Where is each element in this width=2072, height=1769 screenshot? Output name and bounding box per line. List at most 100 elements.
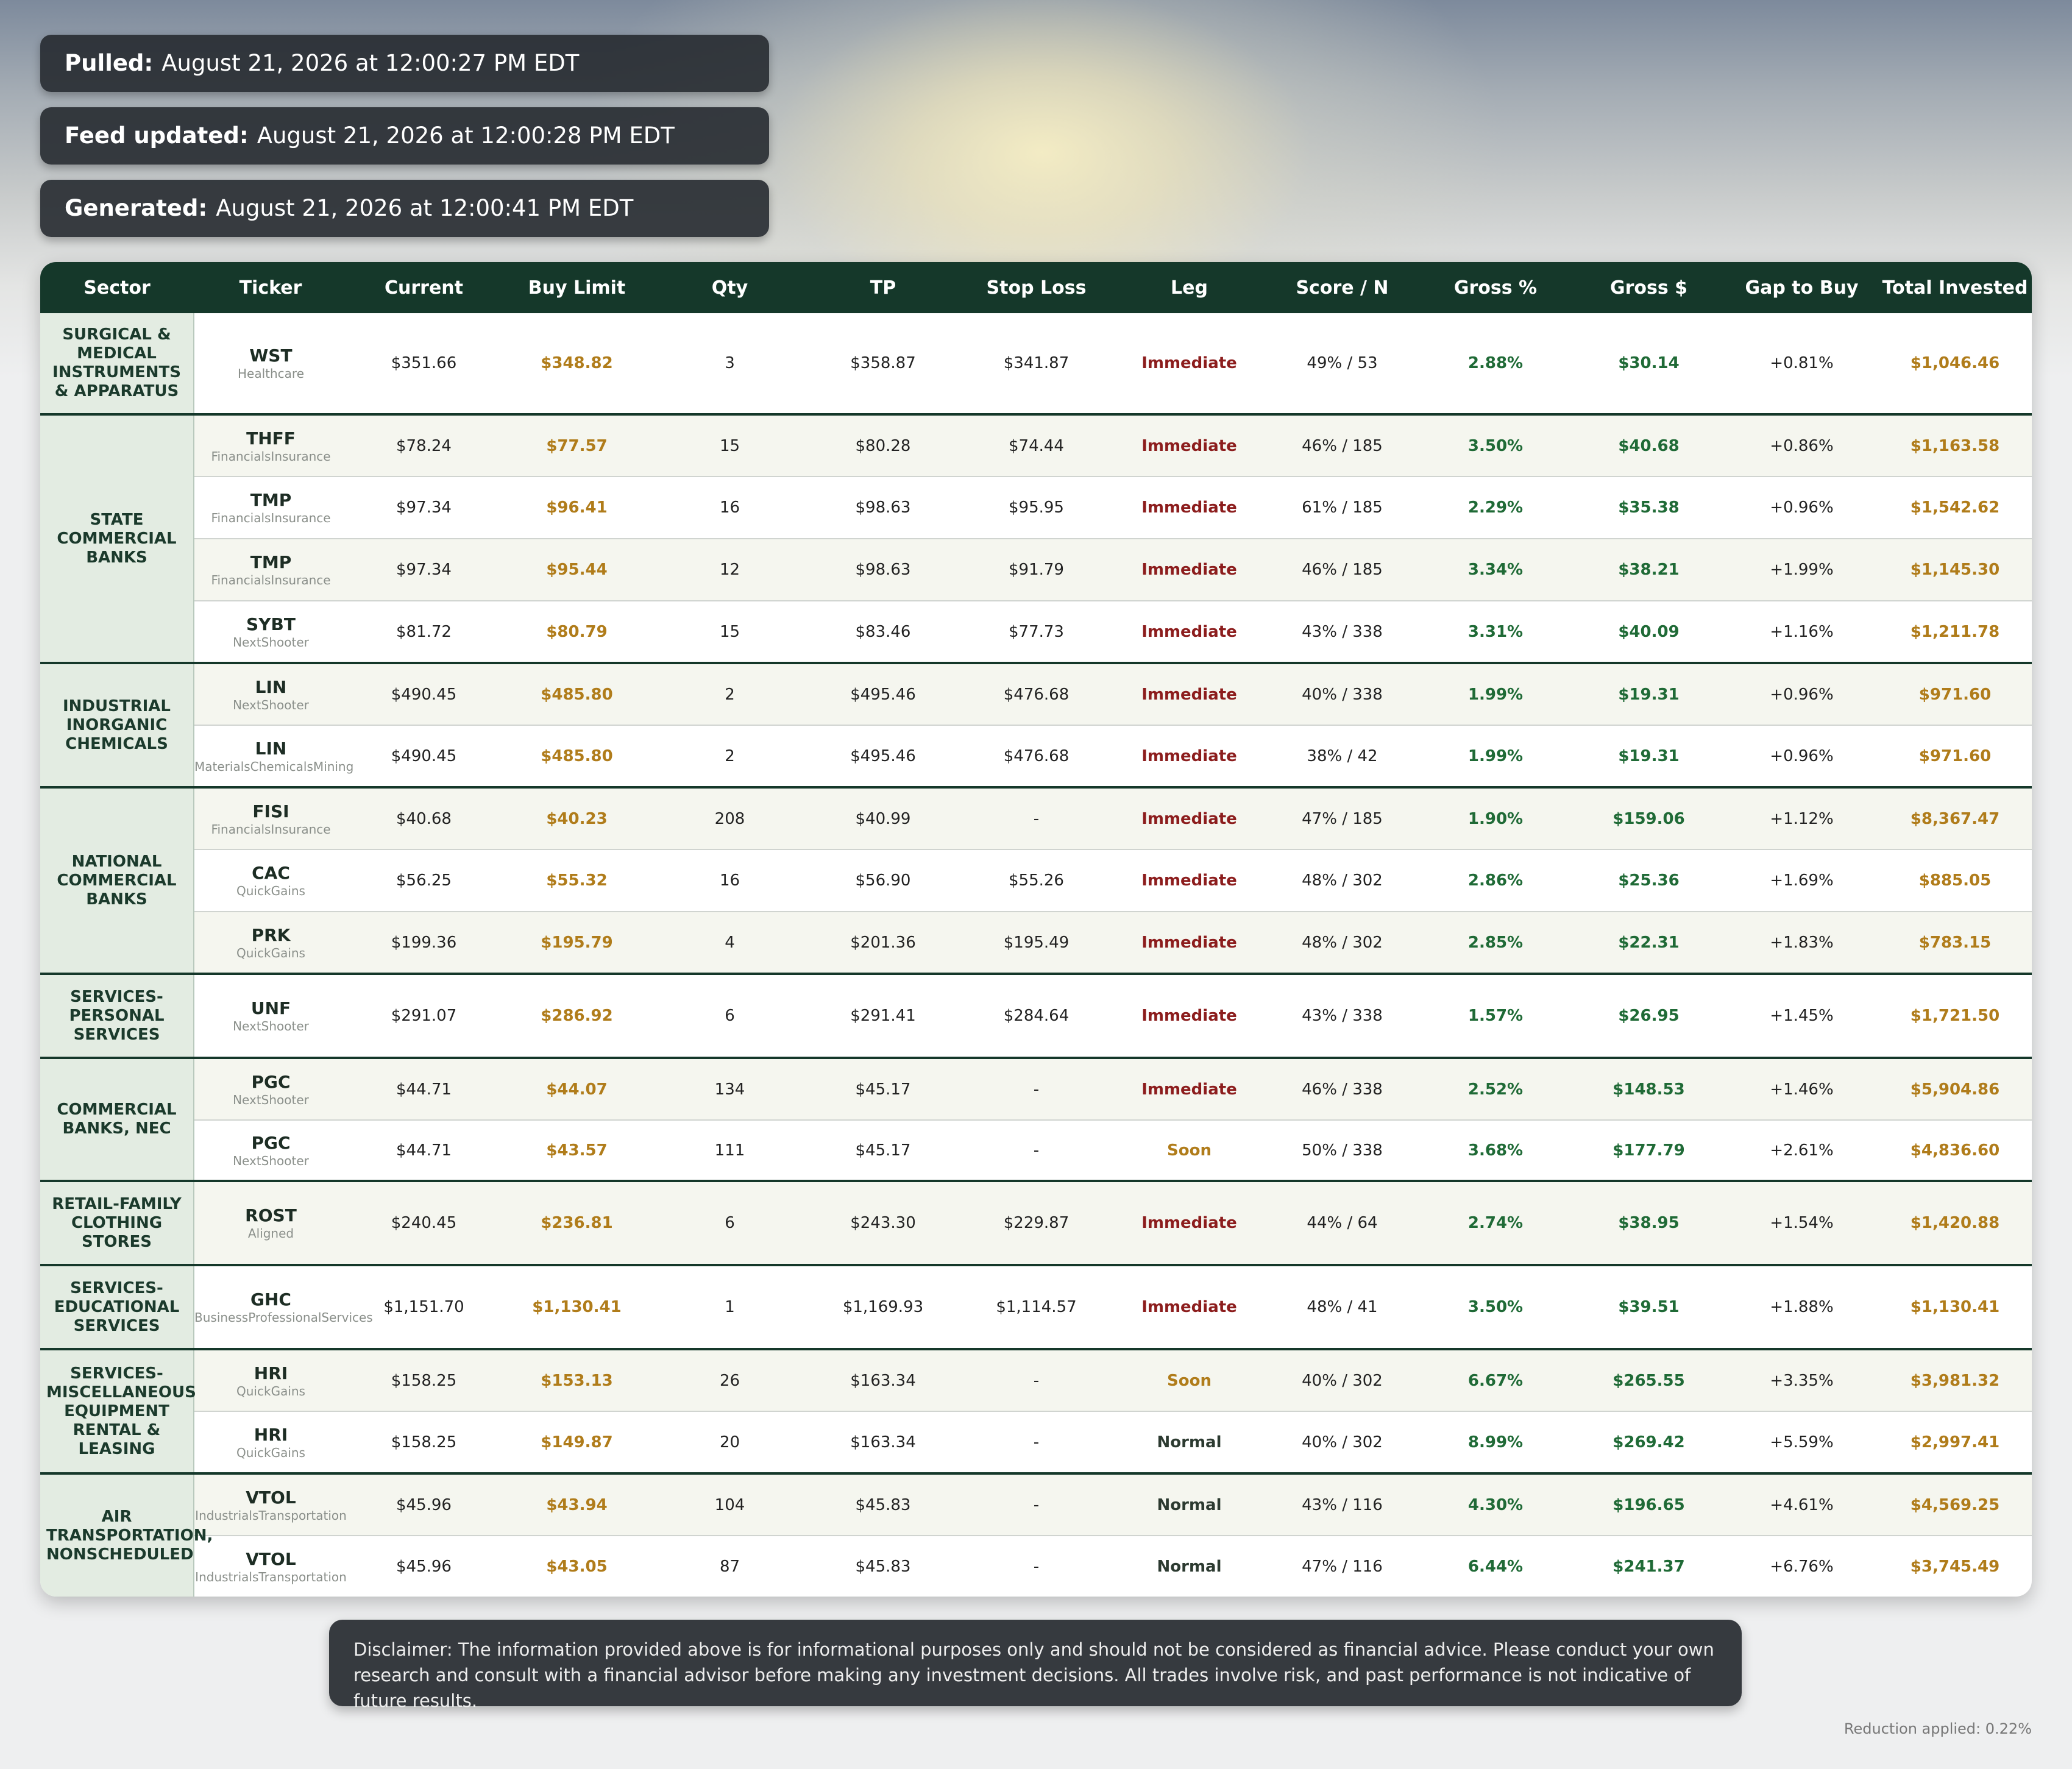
qty-cell: 2	[653, 725, 806, 789]
leg-cell: Immediate	[1113, 1265, 1266, 1350]
gap-cell: +0.96%	[1725, 477, 1878, 539]
total-invested-cell: $8,367.47	[1878, 787, 2032, 850]
tp-cell: $358.87	[806, 313, 960, 416]
ticker-symbol: VTOL	[246, 1548, 296, 1569]
score-cell: 46% / 338	[1266, 1058, 1419, 1121]
buy-limit-cell: $43.57	[500, 1120, 653, 1182]
ticker-cell: PRK QuickGains	[194, 912, 347, 975]
gap-cell: +4.61%	[1725, 1473, 1878, 1536]
ticker-symbol: ROST	[245, 1205, 297, 1225]
header-ticker: Ticker	[239, 277, 302, 299]
total-invested-cell: $1,542.62	[1878, 477, 2032, 539]
sector-cell: AIR TRANSPORTATION, NONSCHEDULED	[40, 1473, 213, 1597]
table-row: SURGICAL & MEDICAL INSTRUMENTS & APPARAT…	[40, 313, 2032, 416]
score-cell: 47% / 185	[1266, 787, 1419, 850]
gross-usd-cell: $22.31	[1572, 912, 1725, 975]
stop-loss-cell: -	[960, 1058, 1113, 1121]
stop-loss-cell: $284.64	[960, 974, 1113, 1059]
buy-limit-cell: $96.41	[500, 477, 653, 539]
header-score: Score / N	[1296, 277, 1389, 299]
score-cell: 46% / 185	[1266, 539, 1419, 601]
current-cell: $291.07	[347, 974, 500, 1059]
table-row: VTOL IndustrialsTransportation $45.96 $43.0…	[40, 1536, 2032, 1597]
ticker-source: NextShooter	[233, 697, 309, 712]
gap-cell: +0.96%	[1725, 663, 1878, 726]
tp-cell: $56.90	[806, 849, 960, 912]
stop-loss-cell: $91.79	[960, 539, 1113, 601]
stop-loss-cell: -	[960, 1120, 1113, 1182]
table-row: COMMERCIAL BANKS, NEC PGC NextShooter $44.7…	[40, 1058, 2032, 1182]
gross-pct-cell: 1.57%	[1419, 974, 1572, 1059]
gross-usd-cell: $26.95	[1572, 974, 1725, 1059]
ticker-cell: GHC BusinessProfessionalServices	[194, 1265, 373, 1350]
ticker-source: FinancialsInsurance	[211, 573, 331, 587]
qty-cell: 104	[653, 1473, 806, 1536]
tp-cell: $45.83	[855, 1557, 911, 1576]
table-row: AIR TRANSPORTATION, NONSCHEDULED VTOL Indu…	[40, 1473, 2032, 1597]
current-cell: $40.68	[347, 787, 500, 850]
qty-cell: 1	[653, 1265, 806, 1350]
sector-cell: STATE COMMERCIAL BANKS	[40, 414, 194, 664]
total-invested-cell: $1,721.50	[1878, 974, 2032, 1059]
stop-loss-cell: $476.68	[960, 725, 1113, 789]
total-invested-cell: $1,145.30	[1878, 539, 2032, 601]
table-row: SERVICES-PERSONAL SERVICES UNF NextShooter…	[40, 974, 2032, 1059]
stop-loss-cell: $229.87	[960, 1181, 1113, 1266]
qty-cell: 111	[653, 1120, 806, 1182]
ticker-cell: UNF NextShooter	[194, 974, 347, 1059]
feed-updated-timestamp: Feed updated: August 21, 2026 at 12:00:28…	[40, 107, 769, 165]
buy-limit-cell: $1,130.41	[500, 1265, 653, 1350]
current-cell: $351.66	[347, 313, 500, 416]
total-invested-cell: $5,904.86	[1878, 1058, 2032, 1121]
header-leg: Leg	[1171, 277, 1208, 299]
buy-limit-cell: $286.92	[500, 974, 653, 1059]
table-body: SURGICAL & MEDICAL INSTRUMENTS & APPARAT…	[40, 313, 2032, 1597]
tp-cell: $80.28	[806, 414, 960, 477]
gross-usd-cell: $177.79	[1572, 1120, 1725, 1182]
total-invested-cell: $1,211.78	[1878, 601, 2032, 664]
tp-cell: $98.63	[806, 539, 960, 601]
stop-loss-cell: $95.95	[960, 477, 1113, 539]
tp-cell: $163.34	[806, 1411, 960, 1475]
total-invested-cell: $1,163.58	[1878, 414, 2032, 477]
ticker-source: QuickGains	[236, 945, 305, 960]
current-cell: $158.25	[347, 1411, 500, 1475]
leg-cell: Soon	[1113, 1120, 1266, 1182]
tp-cell: $291.41	[806, 974, 960, 1059]
gross-pct-cell: 2.29%	[1419, 477, 1572, 539]
pulled-timestamp: Pulled: August 21, 2026 at 12:00:27 PM ED…	[40, 35, 769, 92]
ticker-cell: CAC QuickGains	[194, 849, 347, 912]
sector-cell: SERVICES-EDUCATIONAL SERVICES	[40, 1265, 194, 1350]
generated-value: August 21, 2026 at 12:00:41 PM EDT	[216, 195, 634, 221]
current-cell: $97.34	[347, 477, 500, 539]
ticker-cell: THFF FinancialsInsurance	[194, 414, 347, 477]
ticker-symbol: GHC	[250, 1289, 291, 1310]
tp-cell: $45.17	[806, 1058, 960, 1121]
gross-pct-cell: 2.86%	[1419, 849, 1572, 912]
score-cell: 48% / 302	[1266, 849, 1419, 912]
ticker-source: BusinessProfessionalServices	[194, 1310, 373, 1325]
leg-cell: Normal	[1157, 1557, 1222, 1576]
score-cell: 46% / 185	[1266, 414, 1419, 477]
ticker-symbol: VTOL	[246, 1487, 296, 1508]
ticker-source: NextShooter	[233, 1092, 309, 1107]
qty-cell: 3	[653, 313, 806, 416]
ticker-source: MaterialsChemicalsMining	[194, 759, 354, 774]
ticker-source: NextShooter	[233, 1019, 309, 1033]
qty-cell: 16	[653, 849, 806, 912]
gross-usd-cell: $159.06	[1572, 787, 1725, 850]
gross-pct-cell: 1.99%	[1419, 725, 1572, 789]
qty-cell: 16	[653, 477, 806, 539]
current-cell: $45.96	[396, 1557, 452, 1576]
score-cell: 40% / 302	[1266, 1349, 1419, 1412]
sector-cell: SERVICES-PERSONAL SERVICES	[40, 974, 194, 1059]
gross-pct-cell: 6.44%	[1467, 1557, 1524, 1576]
buy-limit-cell: $348.82	[500, 313, 653, 416]
tp-cell: $83.46	[806, 601, 960, 664]
sector-cell: SURGICAL & MEDICAL INSTRUMENTS & APPARAT…	[40, 313, 194, 416]
score-cell: 44% / 64	[1266, 1181, 1419, 1266]
header-total: Total Invested	[1882, 277, 2028, 299]
buy-limit-cell: $40.23	[500, 787, 653, 850]
table-row: HRI QuickGains $158.25 $149.87 20 $163.34- Nor…	[40, 1411, 2032, 1475]
gross-usd-cell: $25.36	[1572, 849, 1725, 912]
